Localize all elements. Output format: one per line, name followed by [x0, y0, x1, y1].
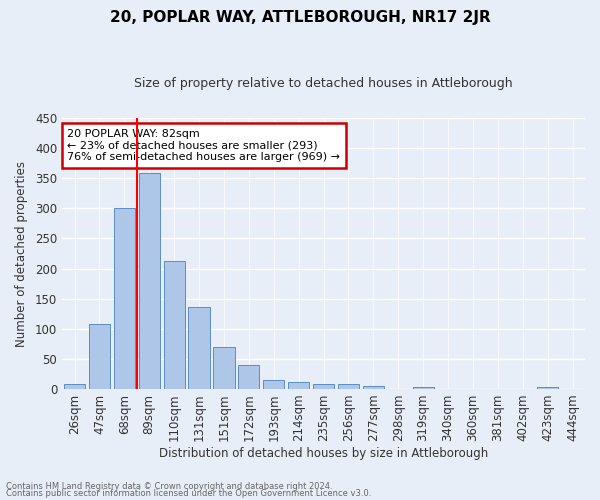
Text: 20 POPLAR WAY: 82sqm
← 23% of detached houses are smaller (293)
76% of semi-deta: 20 POPLAR WAY: 82sqm ← 23% of detached h…: [67, 129, 340, 162]
Bar: [263, 380, 284, 389]
Bar: [363, 386, 384, 389]
Bar: [413, 387, 434, 389]
Y-axis label: Number of detached properties: Number of detached properties: [15, 160, 28, 346]
Bar: [139, 174, 160, 389]
Bar: [214, 347, 235, 389]
Bar: [338, 384, 359, 389]
Bar: [288, 382, 309, 389]
Bar: [188, 307, 209, 389]
Title: Size of property relative to detached houses in Attleborough: Size of property relative to detached ho…: [134, 78, 513, 90]
Text: 20, POPLAR WAY, ATTLEBOROUGH, NR17 2JR: 20, POPLAR WAY, ATTLEBOROUGH, NR17 2JR: [110, 10, 490, 25]
Bar: [164, 260, 185, 389]
Text: Contains public sector information licensed under the Open Government Licence v3: Contains public sector information licen…: [6, 490, 371, 498]
Bar: [114, 208, 135, 389]
Bar: [537, 386, 558, 389]
Bar: [313, 384, 334, 389]
Bar: [64, 384, 85, 389]
Bar: [238, 366, 259, 389]
Bar: [89, 324, 110, 389]
X-axis label: Distribution of detached houses by size in Attleborough: Distribution of detached houses by size …: [159, 447, 488, 460]
Text: Contains HM Land Registry data © Crown copyright and database right 2024.: Contains HM Land Registry data © Crown c…: [6, 482, 332, 491]
